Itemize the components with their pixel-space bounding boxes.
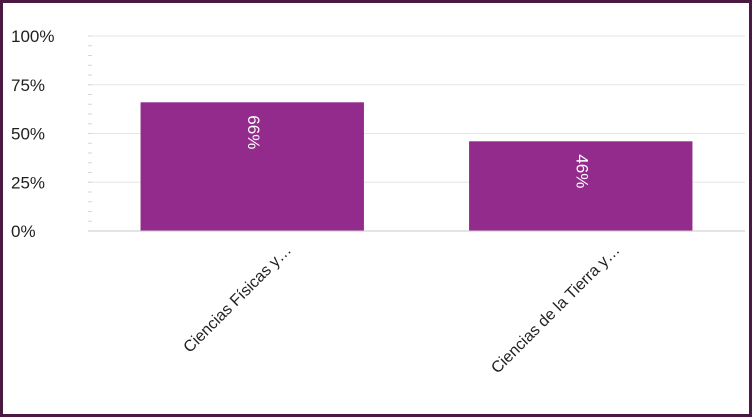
bar-data-label: 66% [244, 115, 263, 149]
y-tick-label: 0% [11, 222, 36, 241]
bars: 66% 46% [140, 102, 693, 231]
bar [469, 141, 693, 231]
y-axis-ticks: 0% 25% 50% 75% 100% [11, 27, 54, 241]
x-category-label: Ciencias Físicas y… [181, 242, 295, 356]
bar [140, 102, 364, 231]
y-tick-label: 25% [11, 173, 45, 192]
y-tick-label: 50% [11, 125, 45, 144]
x-axis-labels: Ciencias Físicas y… Ciencias de la Tierra… [181, 242, 624, 377]
x-category-label: Ciencias de la Tierra y… [488, 242, 623, 377]
bar-chart: 0% 25% 50% 75% 100% 66% 46% Ciencias Físicas … [11, 27, 745, 377]
y-tick-label: 100% [11, 27, 54, 46]
y-tick-label: 75% [11, 76, 45, 95]
bar-data-label: 46% [572, 154, 591, 188]
